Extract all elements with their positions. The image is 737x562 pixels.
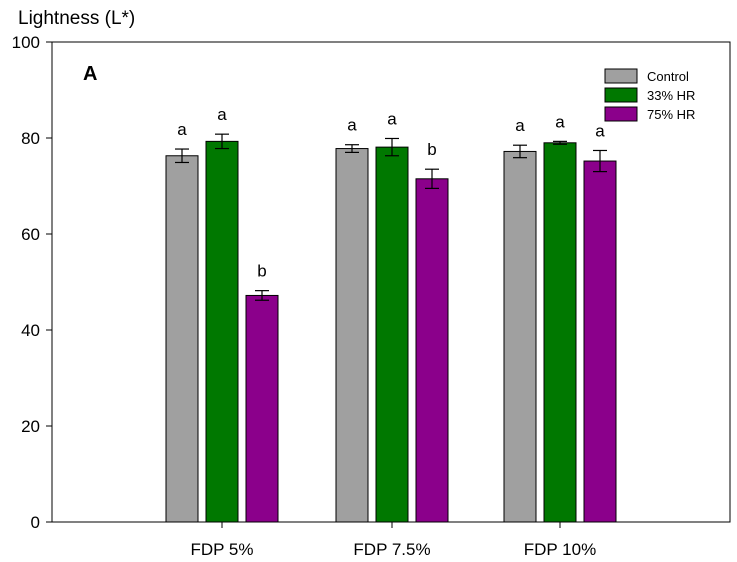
y-tick-label: 100: [12, 33, 40, 52]
legend-label: 75% HR: [647, 107, 695, 122]
bar: [503, 150, 537, 523]
legend-swatch: [604, 87, 638, 103]
significance-letter: a: [347, 116, 357, 135]
significance-letter: a: [217, 105, 227, 124]
significance-letter: a: [177, 120, 187, 139]
bar: [543, 142, 577, 523]
x-axis: FDP 5% FDP 7.5% FDP 10%: [191, 522, 596, 559]
significance-letter: a: [387, 109, 397, 128]
y-axis-title: Lightness (L*): [18, 8, 135, 29]
y-tick-label: 40: [21, 321, 40, 340]
y-tick-label: 0: [31, 513, 40, 532]
x-tick-label: FDP 7.5%: [353, 540, 430, 559]
significance-letter: b: [427, 140, 436, 159]
legend-swatch: [604, 68, 638, 84]
y-tick-label: 20: [21, 417, 40, 436]
significance-letter: a: [595, 121, 605, 140]
legend-swatch: [604, 106, 638, 122]
bar: [415, 178, 449, 523]
legend: Control 33% HR 75% HR: [604, 68, 695, 122]
bar: [205, 140, 239, 523]
y-tick-label: 80: [21, 129, 40, 148]
significance-letter: a: [515, 116, 525, 135]
panel-label: A: [83, 63, 97, 85]
x-tick-label: FDP 5%: [191, 540, 254, 559]
y-axis: 0 20 40 60 80 100: [12, 33, 52, 532]
significance-letter: b: [257, 262, 266, 281]
bars-group: a a a a a a b b a: [165, 105, 617, 523]
y-tick-label: 60: [21, 225, 40, 244]
legend-label: 33% HR: [647, 88, 695, 103]
significance-letter: a: [555, 112, 565, 131]
legend-label: Control: [647, 69, 689, 84]
bar: [335, 148, 369, 523]
x-tick-label: FDP 10%: [524, 540, 596, 559]
bar: [375, 146, 409, 523]
bar: [583, 160, 617, 523]
bar: [245, 294, 279, 523]
bar: [165, 155, 199, 523]
